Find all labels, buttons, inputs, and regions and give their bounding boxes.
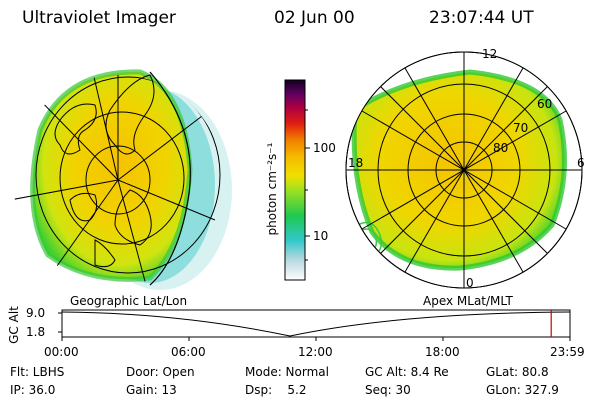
orbit-plot [58,309,571,341]
info-gain: Gain: 13 [126,383,177,397]
orbit-xtick-0600: 06:00 [171,345,206,359]
mlt-label-0: 0 [466,276,474,290]
polar-panel-label: Apex MLat/MLT [423,294,513,308]
geo-panel-label: Geographic Lat/Lon [70,294,188,308]
colorbar-unit-label: photon cm⁻²s⁻¹ [265,142,279,236]
orbit-xtick-1200: 12:00 [298,345,333,359]
info-glat: GLat: 80.8 [486,365,549,379]
info-filter: Flt: LBHS [10,365,65,379]
instrument-title: Ultraviolet Imager [22,8,176,28]
mlt-label-12: 12 [482,47,498,61]
orbit-xtick-2359: 23:59 [550,345,585,359]
orbit-xtick-0000: 00:00 [44,345,79,359]
info-door: Door: Open [126,365,195,379]
info-gc-alt: GC Alt: 8.4 Re [365,365,449,379]
colorbar-tick-10: 10 [313,229,329,243]
mlt-label-18: 18 [348,156,364,170]
info-mode: Mode: Normal [245,365,329,379]
orbit-ytick-9: 9.0 [26,306,46,320]
info-seq: Seq: 30 [365,383,411,397]
colorbar-tick-100: 100 [313,141,336,155]
info-glon: GLon: 327.9 [486,383,559,397]
time-label: 23:07:44 UT [429,8,534,28]
lat-label-80: 80 [493,141,509,155]
orbit-xtick-1800: 18:00 [425,345,460,359]
info-dsp: Dsp: 5.2 [245,383,307,397]
lat-label-70: 70 [513,121,529,135]
info-ip: IP: 36.0 [10,383,56,397]
polar-image [345,51,583,289]
lat-label-60: 60 [537,97,553,111]
date-label: 02 Jun 00 [274,8,355,28]
geo-image [13,69,232,290]
mlt-label-6: 6 [577,156,585,170]
orbit-ylabel: GC Alt [7,306,21,344]
colorbar [284,79,310,281]
orbit-ytick-1: 1.8 [26,325,46,339]
